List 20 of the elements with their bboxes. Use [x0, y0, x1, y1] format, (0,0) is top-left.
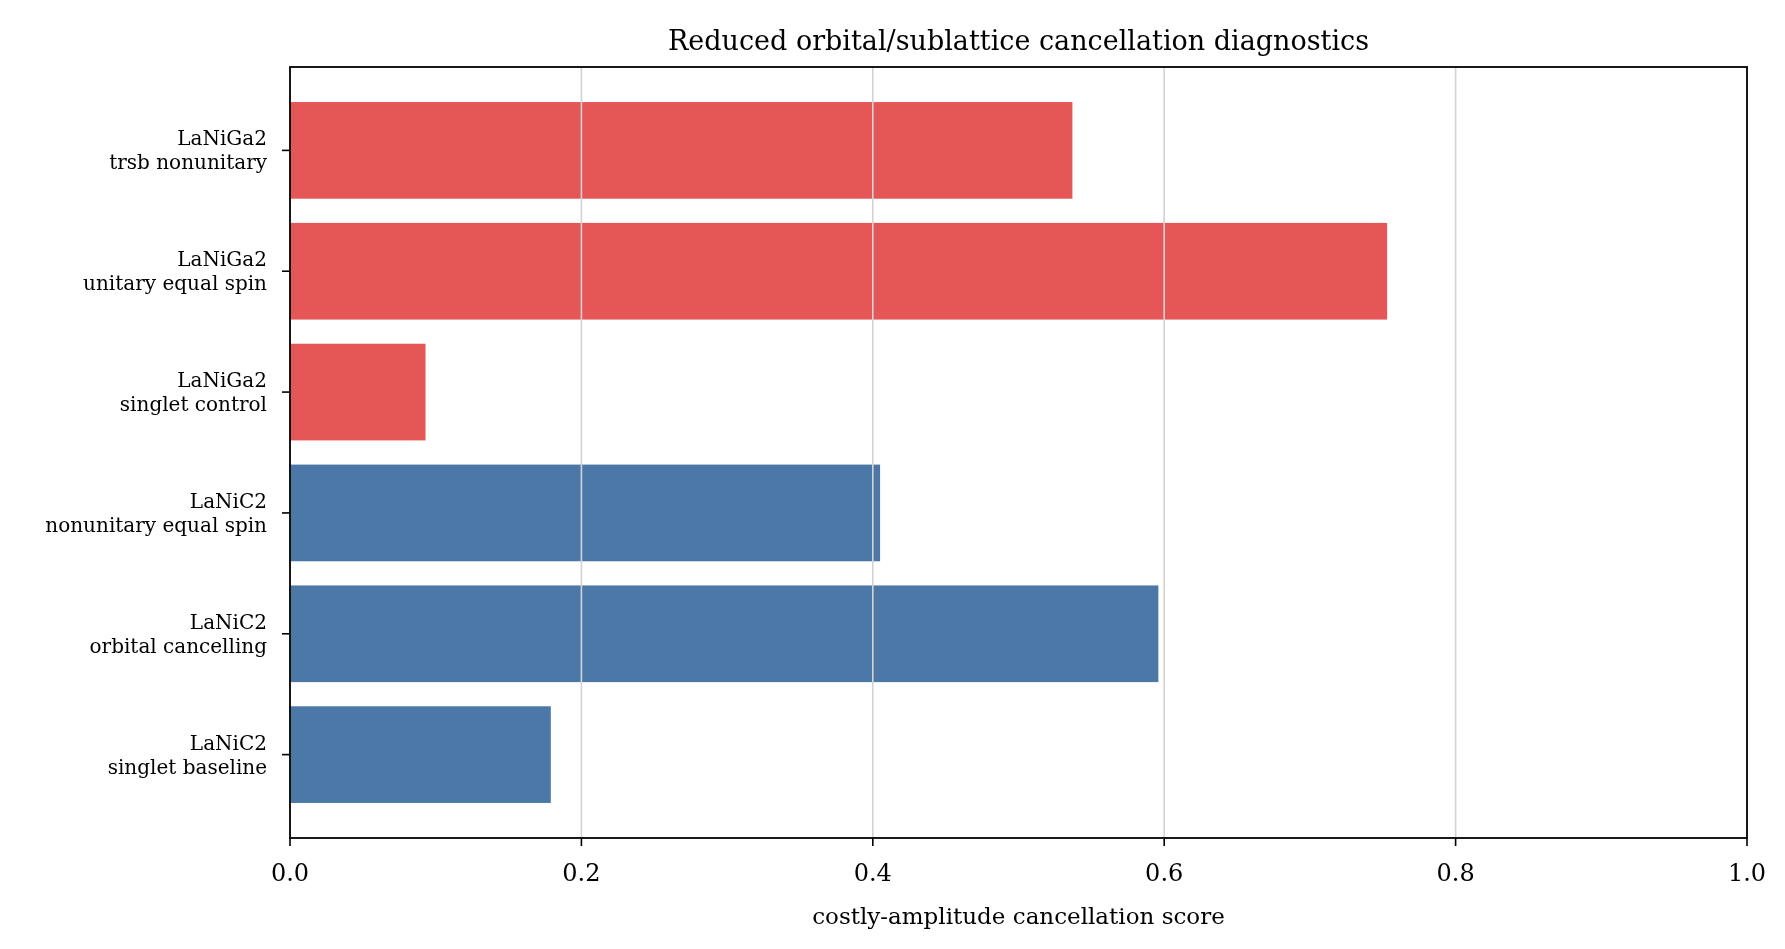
x-tick-label: 0.4 — [853, 859, 892, 887]
bar — [290, 102, 1073, 199]
x-tick-label: 1.0 — [1727, 859, 1767, 887]
x-tick-label: 0.6 — [1145, 859, 1184, 887]
y-tick-label: LaNiC2 singlet baseline — [107, 730, 267, 779]
bar — [290, 464, 881, 562]
y-tick-label: LaNiGa2 singlet control — [119, 368, 267, 417]
y-tick-label: LaNiC2 nonunitary equal spin — [45, 488, 268, 537]
y-tick-label: LaNiC2 orbital cancelling — [89, 609, 268, 658]
x-tick-label: 0.8 — [1436, 859, 1475, 887]
x-tick-label: 0.0 — [270, 859, 310, 887]
bar — [290, 585, 1159, 683]
bar — [290, 706, 551, 803]
x-tick-label: 0.2 — [562, 859, 601, 887]
y-tick-label: LaNiGa2 unitary equal spin — [83, 247, 268, 296]
bar — [290, 343, 426, 441]
chart-title: Reduced orbital/sublattice cancellation diagnostics — [667, 24, 1370, 56]
x-axis-title: costly-amplitude cancellation score — [812, 903, 1225, 929]
bar — [290, 222, 1388, 320]
y-tick-label: LaNiGa2 trsb nonunitary — [109, 126, 268, 175]
